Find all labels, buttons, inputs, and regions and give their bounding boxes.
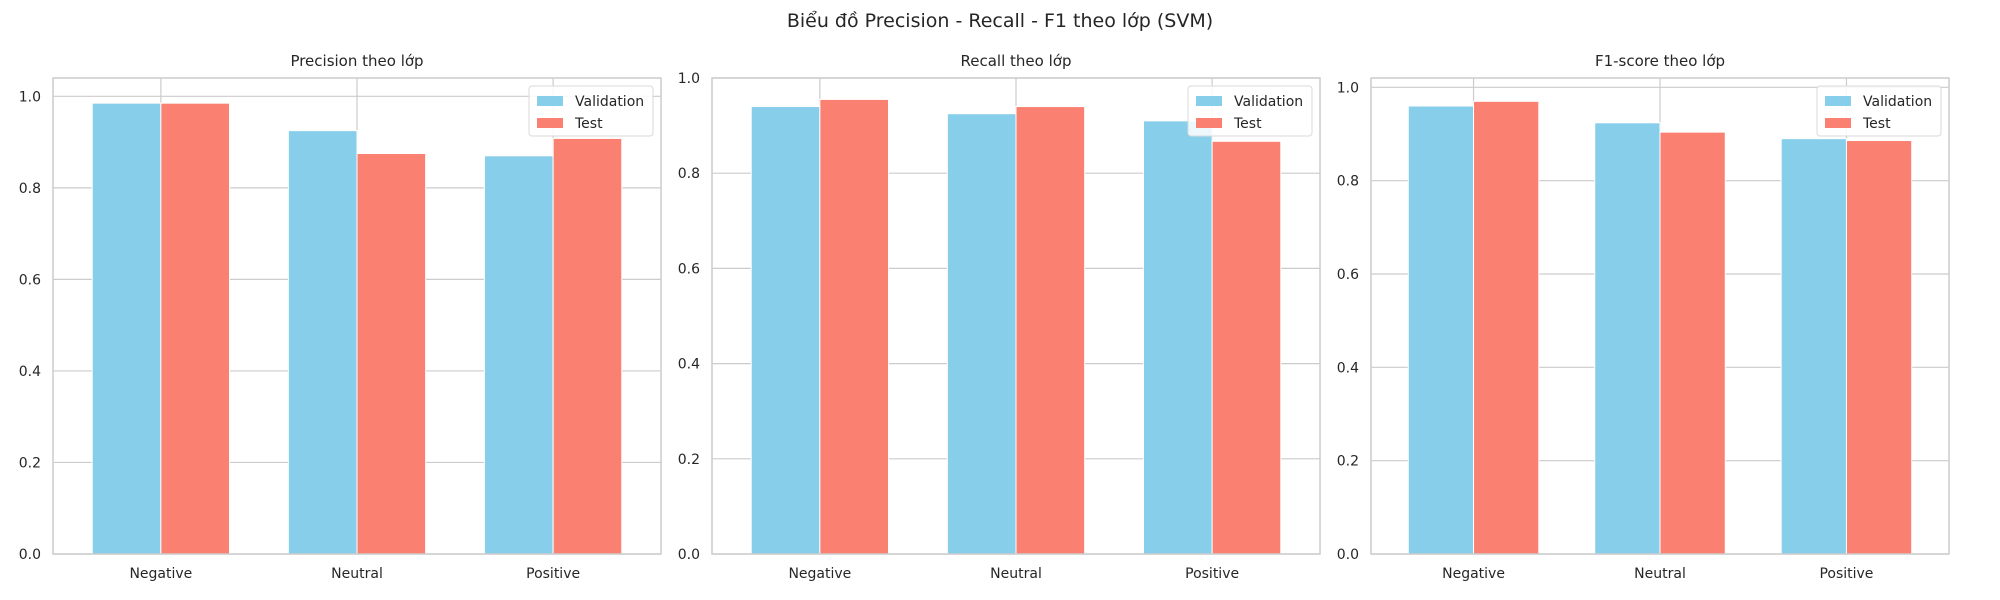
chart-title: Precision theo lớp xyxy=(290,52,423,70)
x-tick-label: Positive xyxy=(1819,566,1873,582)
y-tick-label: 1.0 xyxy=(678,71,700,87)
bar-test-neutral xyxy=(1659,131,1726,555)
y-tick-label: 1.0 xyxy=(19,89,41,105)
chart-panel-1: 0.0 0.2 0.4 0.6 0.8 1.0 Negative Neutral Positiv… xyxy=(19,52,662,582)
bar-validation-negative xyxy=(1407,105,1475,555)
legend-label-test: Test xyxy=(574,116,603,132)
y-tick-label: 0.8 xyxy=(678,166,700,182)
legend-label-validation: Validation xyxy=(575,94,644,110)
legend-label-validation: Validation xyxy=(1863,94,1932,110)
legend-swatch-test xyxy=(537,118,563,128)
y-tick-label: 0.2 xyxy=(678,452,700,468)
y-tick-label: 0.4 xyxy=(678,357,700,373)
x-tick-label: Negative xyxy=(129,566,192,582)
legend-swatch-validation xyxy=(1196,96,1222,106)
bar-test-negative xyxy=(1473,100,1540,555)
y-tick-label: 0.0 xyxy=(1337,547,1359,563)
y-tick-label: 0.8 xyxy=(1337,174,1359,190)
y-tick-label: 0.0 xyxy=(19,547,41,563)
bar-validation-neutral xyxy=(287,130,358,555)
plot-frame xyxy=(711,77,1321,555)
bar-validation-negative xyxy=(91,102,162,555)
chart-panel-2: 0.0 0.2 0.4 0.6 0.8 1.0 Negative Neutral Positiv… xyxy=(678,52,1321,582)
legend: Validation Test xyxy=(1187,85,1313,137)
bar-test-positive xyxy=(552,137,623,555)
bar-validation-neutral xyxy=(1594,122,1661,555)
y-tick-label: 1.0 xyxy=(1337,80,1359,96)
legend-label-test: Test xyxy=(1233,116,1262,132)
bar-validation-positive xyxy=(1780,138,1847,555)
legend-swatch-validation xyxy=(1825,96,1851,106)
bar-validation-neutral xyxy=(946,113,1017,555)
chart-panel-3: 0.0 0.2 0.4 0.6 0.8 1.0 Negative Neutral Positiv… xyxy=(1337,52,1950,582)
bar-validation-positive xyxy=(1142,120,1213,555)
x-tick-label: Neutral xyxy=(331,566,383,582)
y-tick-label: 0.6 xyxy=(19,272,41,288)
bar-test-positive xyxy=(1845,140,1913,555)
bar-test-negative xyxy=(160,102,231,555)
x-tick-label: Negative xyxy=(788,566,851,582)
plot-frame xyxy=(52,77,662,555)
figure-title: Biểu đồ Precision - Recall - F1 theo lớp… xyxy=(786,10,1214,32)
chart-title: F1-score theo lớp xyxy=(1595,52,1725,70)
x-tick-label: Positive xyxy=(1185,566,1239,582)
y-tick-label: 0.2 xyxy=(19,455,41,471)
chart-title: Recall theo lớp xyxy=(961,52,1072,70)
bar-test-neutral xyxy=(1015,106,1086,555)
y-tick-label: 0.6 xyxy=(1337,267,1359,283)
x-tick-label: Positive xyxy=(526,566,580,582)
y-tick-label: 0.8 xyxy=(19,181,41,197)
y-tick-label: 0.0 xyxy=(678,547,700,563)
legend-swatch-test xyxy=(1825,118,1851,128)
bar-validation-negative xyxy=(750,106,821,555)
y-tick-label: 0.4 xyxy=(19,364,41,380)
bar-test-negative xyxy=(819,98,890,555)
x-tick-label: Neutral xyxy=(990,566,1042,582)
x-tick-label: Negative xyxy=(1442,566,1505,582)
bar-test-neutral xyxy=(356,153,427,555)
legend-label-validation: Validation xyxy=(1234,94,1303,110)
legend: Validation Test xyxy=(528,85,654,137)
legend: Validation Test xyxy=(1816,85,1942,137)
bar-validation-positive xyxy=(483,155,554,555)
y-tick-label: 0.2 xyxy=(1337,454,1359,470)
y-tick-label: 0.6 xyxy=(678,261,700,277)
bar-test-positive xyxy=(1211,140,1282,555)
legend-swatch-validation xyxy=(537,96,563,106)
legend-swatch-test xyxy=(1196,118,1222,128)
y-tick-label: 0.4 xyxy=(1337,360,1359,376)
x-tick-label: Neutral xyxy=(1634,566,1686,582)
legend-label-test: Test xyxy=(1862,116,1891,132)
plot-frame xyxy=(1370,77,1950,555)
